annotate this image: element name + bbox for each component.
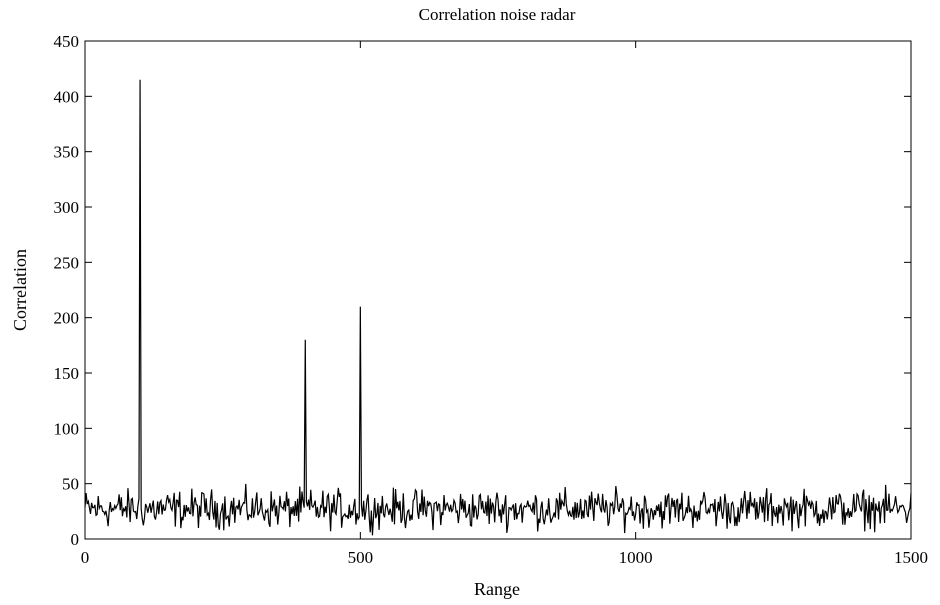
y-tick-label: 150	[54, 364, 80, 383]
chart-title: Correlation noise radar	[419, 5, 576, 24]
x-tick-label: 500	[348, 548, 374, 567]
y-tick-label: 200	[54, 309, 80, 328]
y-tick-label: 400	[54, 87, 80, 106]
y-tick-label: 250	[54, 253, 80, 272]
x-axis-label: Range	[474, 579, 520, 599]
y-tick-label: 300	[54, 198, 80, 217]
y-tick-label: 350	[54, 143, 80, 162]
y-tick-label: 50	[62, 475, 79, 494]
x-tick-label: 1000	[619, 548, 653, 567]
y-tick-label: 100	[54, 419, 80, 438]
axis-ticks	[84, 40, 912, 540]
y-tick-label: 450	[54, 32, 80, 51]
x-tick-label: 1500	[894, 548, 928, 567]
x-tick-label: 0	[81, 548, 90, 567]
y-axis-label: Correlation	[10, 249, 30, 331]
plot-area-frame	[84, 40, 912, 540]
y-tick-label: 0	[71, 530, 80, 549]
series-line	[84, 79, 912, 536]
axis-tick-labels: 0 50 100 150 200 250 300 350 400 450 0 500 1000 1500	[54, 32, 929, 567]
